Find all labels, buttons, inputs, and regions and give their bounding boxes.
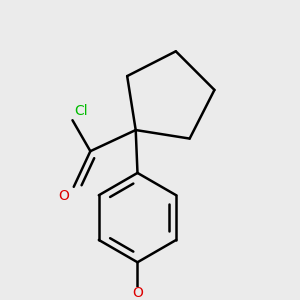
Text: Cl: Cl <box>74 104 88 118</box>
Text: O: O <box>132 286 143 300</box>
Text: O: O <box>58 189 70 202</box>
